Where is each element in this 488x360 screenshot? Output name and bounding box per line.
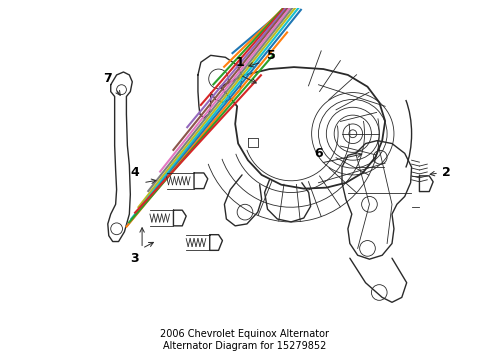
Text: 1: 1 [235,56,244,69]
Text: 6: 6 [313,147,322,160]
Text: 3: 3 [130,252,138,265]
Text: 5: 5 [266,49,275,62]
Text: 4: 4 [131,166,139,179]
Text: 2: 2 [441,166,449,179]
Text: 2006 Chevrolet Equinox Alternator
Alternator Diagram for 15279852: 2006 Chevrolet Equinox Alternator Altern… [160,329,328,351]
Text: 7: 7 [103,72,112,85]
